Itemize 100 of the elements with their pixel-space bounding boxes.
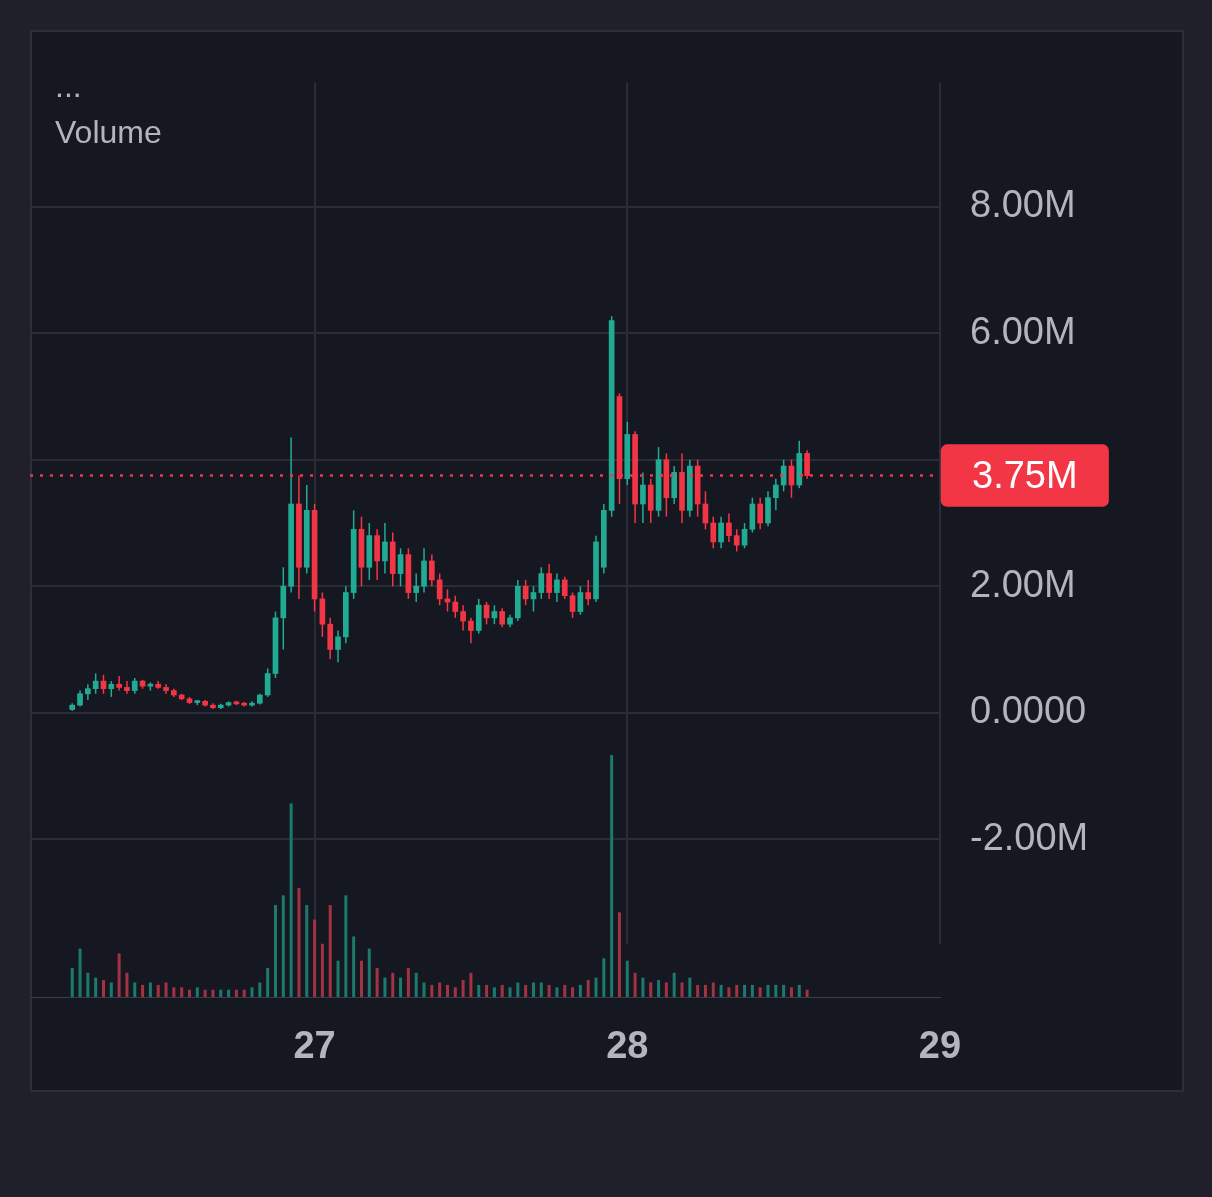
bar [657, 980, 661, 997]
bar [688, 977, 692, 997]
bar [743, 984, 747, 997]
bar [203, 989, 207, 997]
bar [485, 984, 489, 997]
bar [664, 982, 668, 997]
bar [289, 803, 293, 997]
bar [508, 987, 512, 997]
bar [273, 905, 277, 997]
bar [610, 755, 614, 997]
bar [672, 972, 676, 997]
bar [594, 977, 598, 997]
bar [649, 982, 653, 997]
bar [227, 989, 231, 997]
bar [391, 972, 395, 997]
bar [367, 948, 371, 997]
bar [281, 895, 285, 997]
bar [563, 984, 567, 997]
bar [641, 977, 645, 997]
bar [797, 984, 801, 997]
bar [750, 984, 754, 997]
bar [125, 972, 129, 997]
bar [297, 888, 301, 997]
chart-title: Volume [55, 114, 162, 151]
bar [78, 948, 82, 997]
bar [539, 982, 543, 997]
bar [680, 982, 684, 997]
bar [453, 987, 457, 997]
bar [578, 984, 582, 997]
bar [633, 972, 637, 997]
bar [94, 977, 98, 997]
bar [242, 989, 246, 997]
bar [469, 972, 473, 997]
bar [414, 972, 418, 997]
bar [305, 905, 309, 997]
bar [148, 982, 152, 997]
candlestick [538, 566, 545, 600]
bar [789, 987, 793, 997]
bar [359, 960, 363, 997]
bar [703, 984, 707, 997]
bar [758, 987, 762, 997]
bar [625, 960, 629, 997]
bar [602, 958, 606, 997]
y-tick-label: 6.00M [970, 309, 1076, 352]
bar [164, 982, 168, 997]
bar [344, 895, 348, 997]
bar [336, 960, 340, 997]
bar [711, 982, 715, 997]
bar [586, 980, 590, 997]
bar [571, 987, 575, 997]
bar [727, 987, 731, 997]
x-tick-label: 27 [293, 1024, 336, 1067]
bar [328, 905, 332, 997]
bar [211, 989, 215, 997]
bar [524, 984, 528, 997]
bar [258, 982, 262, 997]
bar [195, 987, 199, 997]
bar [766, 984, 770, 997]
bar [313, 919, 317, 997]
y-tick-label: 0.0000 [970, 689, 1087, 732]
candlestick [366, 522, 373, 581]
bar [172, 987, 176, 997]
bar [352, 936, 356, 997]
bar [477, 984, 481, 997]
y-tick-label: 2.00M [970, 562, 1076, 605]
bar [219, 989, 223, 997]
ref-line-label: 3.75M [972, 454, 1078, 497]
bar [782, 984, 786, 997]
bar [117, 953, 121, 997]
bar [406, 967, 410, 997]
bar [531, 982, 535, 997]
bar [383, 977, 387, 997]
bar [141, 984, 145, 997]
bar [516, 982, 520, 997]
bar [109, 982, 113, 997]
bar [555, 987, 559, 997]
bar [461, 980, 465, 997]
bar [250, 987, 254, 997]
y-tick-label: -2.00M [970, 815, 1089, 858]
bar [438, 982, 442, 997]
bar [617, 912, 621, 997]
bar [156, 984, 160, 997]
x-tick-label: 28 [606, 1024, 649, 1067]
bar [805, 989, 809, 997]
bar [133, 982, 137, 997]
bar [430, 984, 434, 997]
bar [500, 984, 504, 997]
bar [422, 982, 426, 997]
bar [180, 987, 184, 997]
bar [234, 989, 238, 997]
bar [187, 989, 191, 997]
bar [101, 980, 105, 997]
bar [70, 967, 74, 997]
bar [774, 984, 778, 997]
chart-title: ... [55, 68, 82, 105]
bar [735, 984, 739, 997]
bar [547, 984, 551, 997]
bar [719, 984, 723, 997]
bar [445, 984, 449, 997]
bar [696, 984, 700, 997]
